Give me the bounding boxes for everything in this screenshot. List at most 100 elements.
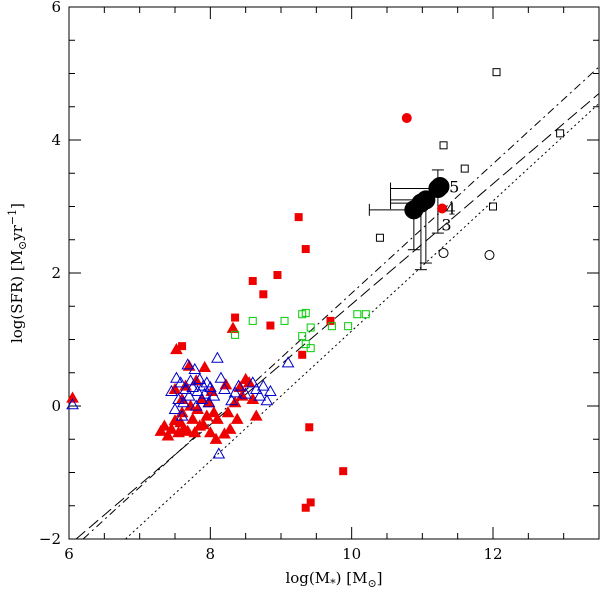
data-markers	[66, 68, 565, 512]
red-filled-squares-point	[306, 498, 315, 507]
blue-open-triangles-point	[189, 399, 203, 411]
red-filled-triangles-point	[198, 360, 212, 373]
blue-open-triangles-point	[214, 371, 228, 383]
blue-open-triangles-point	[239, 387, 253, 399]
red-filled-triangles-point	[209, 432, 223, 444]
blue-open-triangles-point	[175, 409, 189, 421]
blue-open-triangles-point	[177, 396, 190, 408]
black-open-squares-point	[556, 129, 565, 138]
red-filled-triangles-point	[249, 409, 263, 421]
red-filled-squares-point	[248, 276, 257, 285]
blue-open-triangles-point	[203, 380, 217, 393]
blue-open-triangles-point	[202, 396, 216, 408]
blue-open-triangles-point	[191, 384, 204, 396]
green-open-squares-point	[344, 322, 353, 331]
green-open-squares-point	[306, 323, 315, 332]
axis-tick-labels: 6 8 10 12 −2 0 2 4 6	[39, 0, 503, 563]
blue-open-triangles-point	[186, 380, 200, 393]
blue-open-triangles-point	[168, 402, 182, 414]
red-filled-triangles-point	[168, 382, 182, 394]
red-filled-triangles-point	[181, 424, 195, 436]
y-tick-label: 4	[51, 131, 61, 149]
red-filled-triangles-point	[233, 380, 247, 393]
red-filled-triangles-point	[203, 426, 217, 438]
blue-open-triangles-point	[200, 376, 214, 388]
blue-open-triangles-point	[207, 389, 221, 401]
red-filled-squares-point	[266, 321, 275, 330]
blue-open-triangles-point	[165, 384, 178, 396]
blue-open-triangles-point	[218, 382, 231, 394]
red-filled-circles-point	[437, 203, 448, 214]
blue-open-triangles-point	[228, 386, 242, 398]
red-filled-squares-point	[259, 290, 268, 299]
black-open-circles-point	[484, 250, 495, 261]
red-filled-squares-point	[339, 467, 348, 476]
red-filled-triangles-point	[161, 429, 175, 441]
black-open-circles-point	[438, 248, 449, 259]
x-tick-label: 10	[342, 545, 361, 563]
y-tick-label: 6	[51, 0, 61, 16]
red-filled-squares-point	[294, 213, 303, 222]
blue-open-triangles-point	[246, 376, 260, 388]
red-filled-triangles-point	[188, 426, 202, 438]
black-open-squares-point	[460, 164, 469, 173]
black-filled-circles-point	[430, 177, 450, 197]
black-open-squares-point	[492, 68, 501, 77]
fit-line-dash-dot	[82, 66, 600, 540]
y-tick-label: −2	[39, 530, 61, 548]
blue-open-triangles-point	[260, 394, 274, 406]
blue-open-triangles-point	[195, 392, 209, 404]
green-open-squares-point	[306, 344, 315, 353]
red-filled-triangles-point	[226, 321, 240, 333]
green-open-squares-point	[301, 308, 310, 317]
red-filled-triangles-point	[230, 412, 244, 424]
point-label: 3	[441, 215, 451, 234]
blue-open-triangles-point	[225, 394, 238, 406]
green-open-squares-point	[280, 316, 289, 325]
red-filled-triangles-point	[221, 406, 235, 418]
y-tick-label: 0	[51, 397, 61, 415]
green-open-squares-point	[248, 316, 257, 325]
y-axis-label: log(SFR) [M⊙yr−1]	[6, 203, 29, 343]
fit-lines	[75, 66, 600, 540]
red-filled-triangles-point	[211, 412, 224, 424]
red-filled-triangles-point	[66, 391, 79, 403]
black-open-squares-point	[375, 233, 384, 242]
red-filled-squares-point	[231, 313, 240, 322]
red-filled-triangles-point	[158, 419, 171, 431]
black-open-squares-point	[439, 141, 448, 150]
point-annotations: 5 43	[441, 178, 459, 235]
red-filled-squares-point	[326, 316, 335, 325]
red-filled-triangles-point	[182, 359, 196, 371]
blue-open-triangles-point	[170, 371, 183, 383]
green-open-squares-point	[353, 310, 362, 319]
red-filled-circles-point	[401, 113, 412, 124]
blue-open-triangles-point	[66, 398, 79, 410]
red-filled-squares-point	[298, 350, 307, 359]
x-axis-label: log(M*) [M⊙]	[285, 569, 382, 590]
blue-open-triangles-point	[281, 356, 295, 368]
red-filled-triangles-point	[196, 418, 210, 430]
blue-open-triangles-point	[256, 379, 270, 391]
fit-line-long-dash	[75, 93, 600, 540]
green-open-squares-point	[327, 322, 336, 331]
black-open-squares-point	[489, 202, 497, 211]
red-filled-squares-point	[178, 342, 187, 351]
fit-line-dotted	[125, 103, 600, 540]
blue-open-triangles-point	[198, 387, 212, 399]
blue-open-triangles-point	[264, 384, 277, 396]
x-tick-label: 8	[206, 545, 216, 563]
blue-open-triangles-point	[211, 351, 224, 363]
red-filled-squares-point	[305, 423, 314, 432]
red-filled-squares-point	[301, 503, 310, 512]
y-tick-label: 2	[51, 264, 61, 282]
red-filled-triangles-point	[223, 422, 237, 434]
axis-ticks	[68, 6, 600, 540]
blue-open-triangles-point	[232, 379, 245, 391]
blue-open-triangles-point	[181, 358, 195, 370]
point-label: 5	[449, 178, 459, 197]
red-filled-squares-point	[273, 270, 282, 279]
green-open-squares-point	[361, 310, 370, 319]
point-label: 4	[446, 199, 456, 218]
